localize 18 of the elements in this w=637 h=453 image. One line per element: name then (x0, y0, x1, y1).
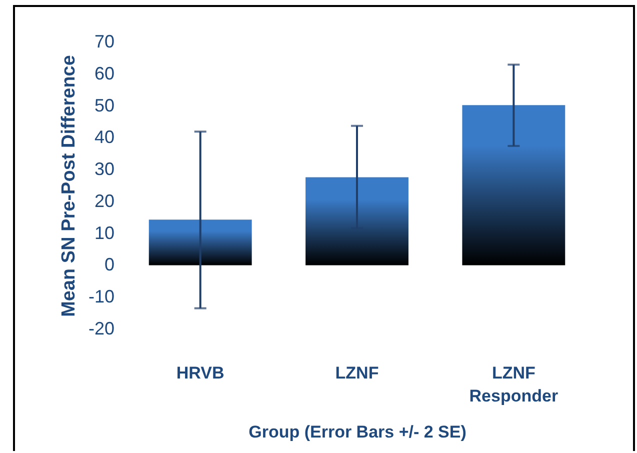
bar (306, 177, 408, 266)
bar (462, 105, 566, 266)
y-axis-title: Mean SN Pre-Post Difference (58, 55, 80, 317)
y-tick-label: 10 (94, 222, 114, 243)
y-tick-label: -10 (88, 286, 114, 307)
y-tick-label: 0 (104, 254, 114, 275)
y-tick-label: 30 (94, 159, 114, 180)
x-tick-label: LZNF (335, 364, 379, 382)
y-tick-label: 20 (94, 190, 114, 211)
y-tick-label: -20 (88, 318, 114, 338)
x-tick-label: HRVB (176, 364, 224, 382)
x-tick-label: LZNF Responder (469, 364, 558, 406)
y-tick-label: 40 (94, 127, 114, 148)
bar (148, 220, 252, 266)
y-tick-label: 60 (94, 63, 114, 84)
y-tick-label: 70 (94, 32, 114, 52)
y-tick-label: 50 (94, 95, 114, 116)
x-axis-title: Group (Error Bars +/- 2 SE) (248, 422, 466, 442)
